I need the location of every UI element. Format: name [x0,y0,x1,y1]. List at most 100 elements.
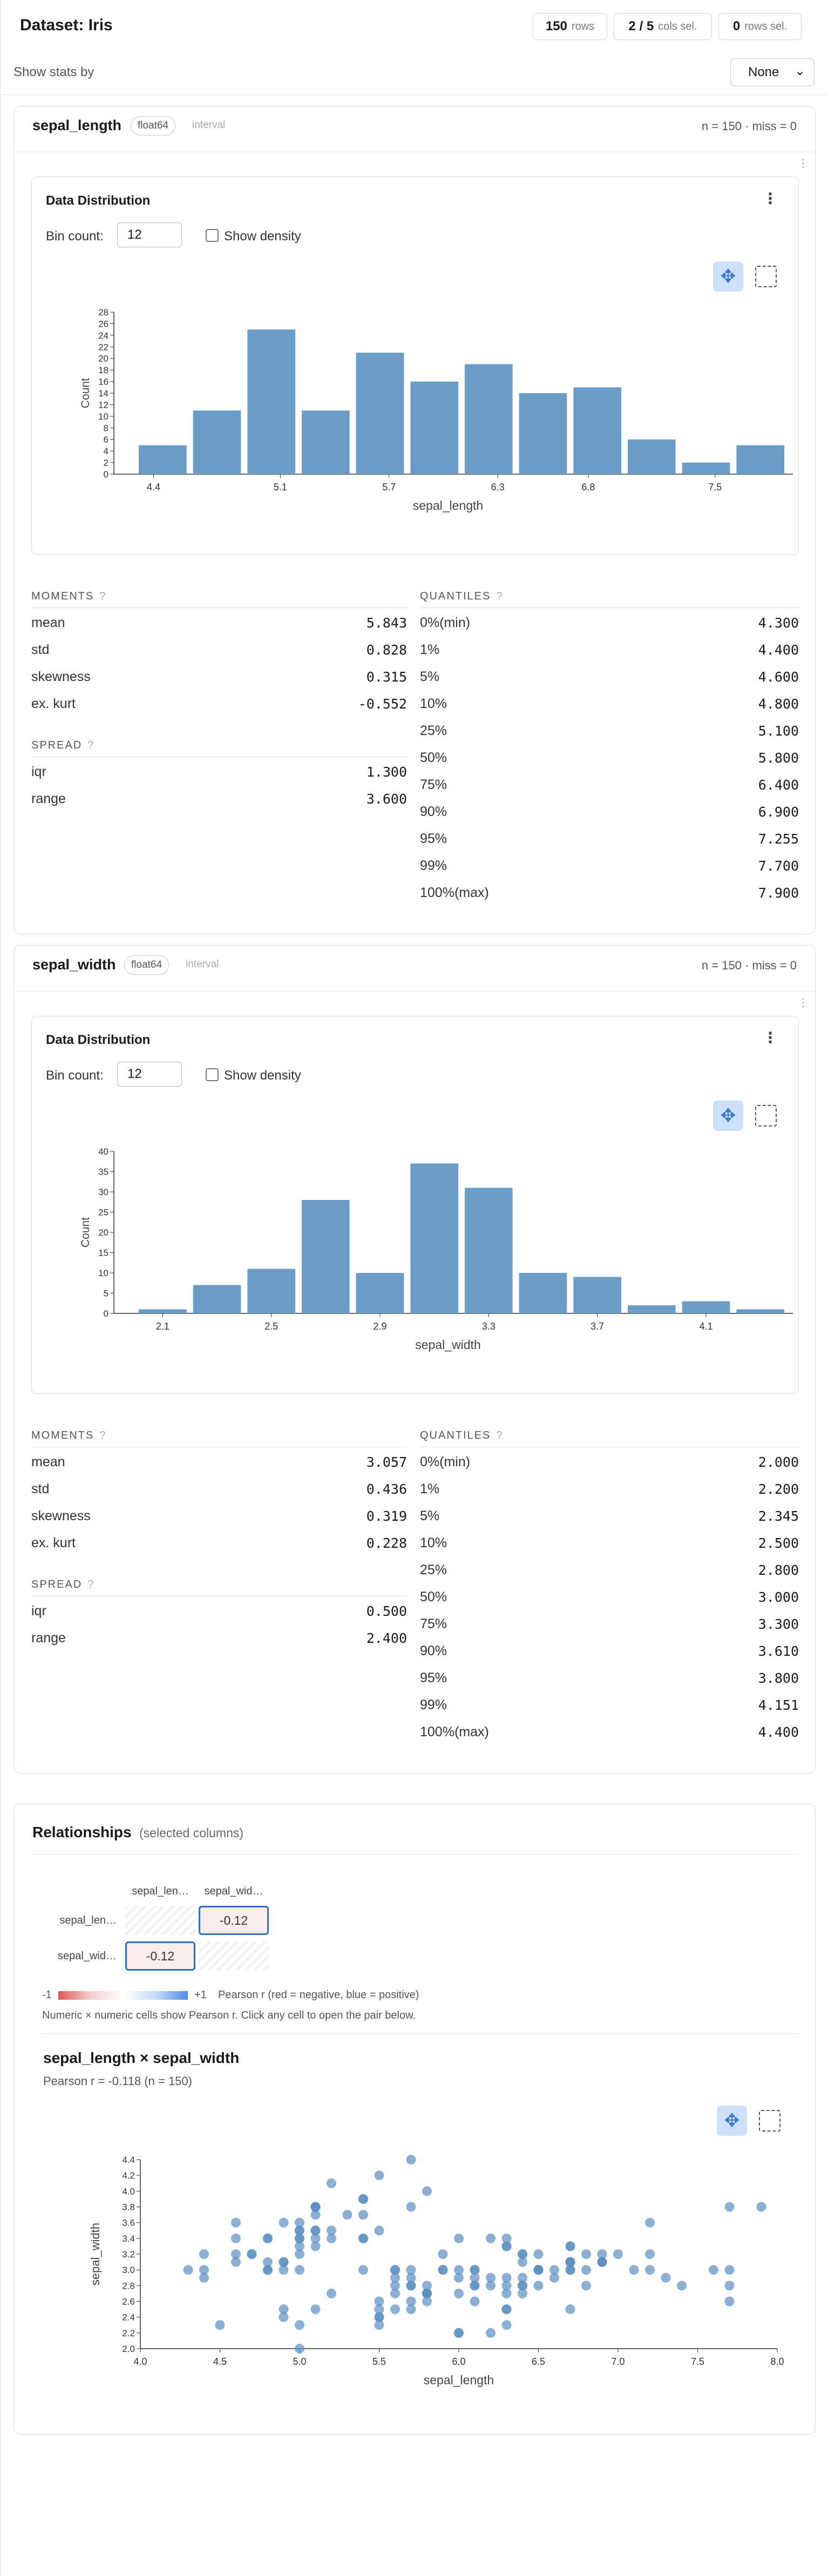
dtype-badge: float64 [124,955,169,975]
scatter-point [677,2281,687,2291]
box-select-icon[interactable] [759,2110,781,2132]
scatter-point [724,2296,735,2307]
stat-value: 5.800 [758,750,799,766]
y-tick-label: 10 [98,1268,108,1278]
cols-selected-pill: 2 / 5 cols sel. [614,13,712,40]
pair-divider [42,2033,798,2034]
scatter-point [295,2241,304,2251]
box-select-icon[interactable] [755,1105,777,1127]
matrix-cell[interactable]: -0.12 [125,1941,195,1971]
stat-row: 1% 2.200 [420,1481,799,1508]
help-icon[interactable]: ? [99,1429,106,1441]
panel-menu-icon[interactable]: ⋮ [763,1029,778,1046]
relationships-title: Relationships [32,1824,132,1840]
stat-value: 1.300 [366,764,407,780]
stat-label: 25% [420,723,447,738]
show-density-checkbox[interactable] [206,1068,219,1081]
pan-tool-icon[interactable]: ✥ [713,1101,743,1131]
bin-count-input[interactable]: 12 [117,1062,182,1087]
histogram-bar [519,393,567,474]
histogram-bar [682,462,730,474]
stat-label: range [31,791,66,806]
column-card-sepal-length: sepal_length float64 interval n = 150 · … [13,106,816,934]
scatter-point [295,2217,304,2228]
histogram-bar [139,445,187,474]
matrix-cell[interactable]: -0.12 [199,1906,269,1935]
scatter-point [501,2288,512,2298]
stat-row: 10% 4.800 [420,696,799,723]
relationships-divider [31,1854,798,1855]
stat-row: 0%(min) 4.300 [420,615,799,642]
y-tick-label: 20 [98,354,108,364]
scatter-point [518,2288,527,2298]
histogram-bar [736,1309,784,1313]
rows-selected-pill: 0 rows sel. [718,13,802,40]
scatter-point [454,2328,464,2338]
scatter-point [295,2233,304,2243]
stat-label: 99% [420,858,447,873]
cols-label: cols sel. [658,20,697,32]
box-select-icon[interactable] [755,266,777,287]
stat-row: std 0.436 [31,1481,407,1508]
scatter-point [342,2210,352,2220]
stat-row: 50% 3.000 [420,1589,799,1616]
count-missing: n = 150 · miss = 0 [701,119,797,133]
scatter-point [454,2233,464,2243]
scatter-point [565,2304,575,2315]
bin-count-input[interactable]: 12 [117,222,182,247]
help-icon[interactable]: ? [496,1429,503,1441]
relationships-subtitle: (selected columns) [139,1826,244,1840]
y-tick-label: 22 [98,342,108,352]
panel-menu-icon[interactable]: ⋮ [763,190,778,207]
stat-value: 2.500 [758,1535,799,1551]
stat-label: 1% [420,642,440,657]
stat-label: mean [31,1454,65,1469]
scatter-point [358,2233,368,2243]
more-small-icon[interactable]: ⋮ [798,997,809,1009]
scatter-point [374,2226,384,2236]
scatter-point [374,2304,384,2315]
help-icon[interactable]: ? [87,739,94,751]
scatter-point [501,2233,512,2243]
help-icon[interactable]: ? [87,1579,94,1590]
scatter-point [327,2178,336,2188]
help-icon[interactable]: ? [99,590,106,602]
y-tick-label: 6 [104,435,108,445]
stat-value: 0.500 [366,1603,407,1619]
stat-row: 99% 4.151 [420,1697,799,1724]
y-tick-label: 3.8 [122,2202,135,2213]
y-tick-label: 20 [98,1228,108,1238]
scatter-point [310,2226,321,2236]
histogram-bar [682,1301,730,1313]
pan-tool-icon[interactable]: ✥ [713,261,743,292]
scatter-point [390,2272,400,2283]
y-tick-label: 12 [98,400,108,410]
show-density-checkbox[interactable] [206,229,219,242]
y-tick-label: 26 [98,319,108,329]
stat-row: 95% 7.255 [420,831,799,858]
stats-by-select[interactable]: None ⌄ [730,58,815,86]
scatter-point [581,2281,591,2291]
x-tick-label: 8.0 [770,2356,784,2367]
histogram-bar [573,387,621,474]
more-small-icon[interactable]: ⋮ [798,158,809,170]
pan-tool-icon[interactable]: ✥ [717,2106,747,2136]
y-axis-label: Count [79,1217,92,1247]
help-icon[interactable]: ? [496,590,503,602]
stat-label: 100%(max) [420,1724,489,1739]
y-tick-label: 2.4 [122,2312,135,2323]
stat-label: iqr [31,1603,46,1619]
stat-label: 5% [420,669,440,684]
y-tick-label: 25 [98,1208,108,1218]
stat-value: 7.255 [758,831,799,847]
histogram-bar [139,1309,187,1313]
scatter-point [390,2281,400,2291]
x-axis-label: sepal_width [415,1338,480,1352]
matrix-col-header: sepal_wid… [204,1885,263,1897]
stat-label: iqr [31,764,46,779]
stat-row: 25% 5.100 [420,723,799,750]
stat-value: 4.600 [758,669,799,685]
scatter-point [295,2226,304,2236]
stat-row: 90% 3.610 [420,1643,799,1670]
